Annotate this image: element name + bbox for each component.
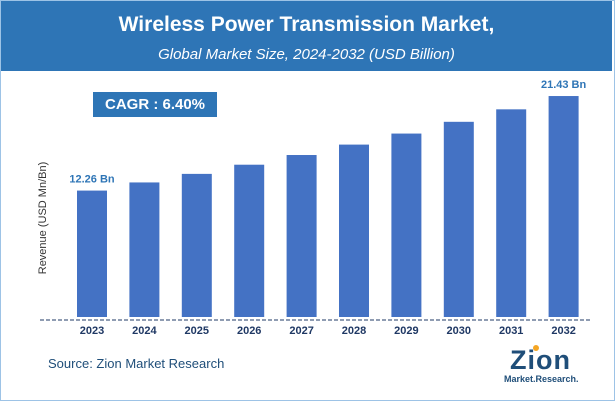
chart-title: Wireless Power Transmission Market, [118, 13, 495, 36]
source-note: Source: Zion Market Research [48, 356, 225, 371]
x-tick-label-2023: 2023 [80, 325, 104, 337]
bar-2025 [181, 173, 212, 317]
bar-2032 [548, 96, 579, 317]
x-tick-label-2030: 2030 [447, 325, 471, 337]
x-tick-label-2029: 2029 [394, 325, 418, 337]
bar-2029 [391, 133, 422, 317]
data-label-2032: 21.43 Bn [541, 79, 587, 91]
logo-subtext: Market.Research. [504, 374, 579, 384]
x-tick-label-2032: 2032 [551, 325, 575, 337]
cagr-badge: CAGR : 6.40% [93, 92, 217, 117]
x-tick-label-2024: 2024 [132, 325, 157, 337]
bar-2027 [286, 155, 317, 317]
x-tick-label-2026: 2026 [237, 325, 261, 337]
x-tick-label-2031: 2031 [499, 325, 523, 337]
logo-dot-icon [533, 345, 539, 351]
zion-logo: Zion Market.Research. [500, 345, 580, 388]
chart-header: Wireless Power Transmission Market, Glob… [1, 1, 612, 71]
bar-2031 [496, 109, 527, 317]
bar-2024 [129, 182, 160, 317]
bar-2023 [77, 190, 107, 317]
x-tick-label-2028: 2028 [342, 325, 366, 337]
bar-2030 [443, 121, 474, 317]
bar-2028 [339, 144, 369, 317]
logo-wordmark: Zion [510, 345, 571, 375]
x-tick-label-2027: 2027 [289, 325, 313, 337]
data-label-2023: 12.26 Bn [69, 174, 115, 186]
x-tick-label-2025: 2025 [185, 325, 209, 337]
bar-2026 [234, 164, 265, 317]
chart-subtitle: Global Market Size, 2024-2032 (USD Billi… [158, 46, 455, 63]
